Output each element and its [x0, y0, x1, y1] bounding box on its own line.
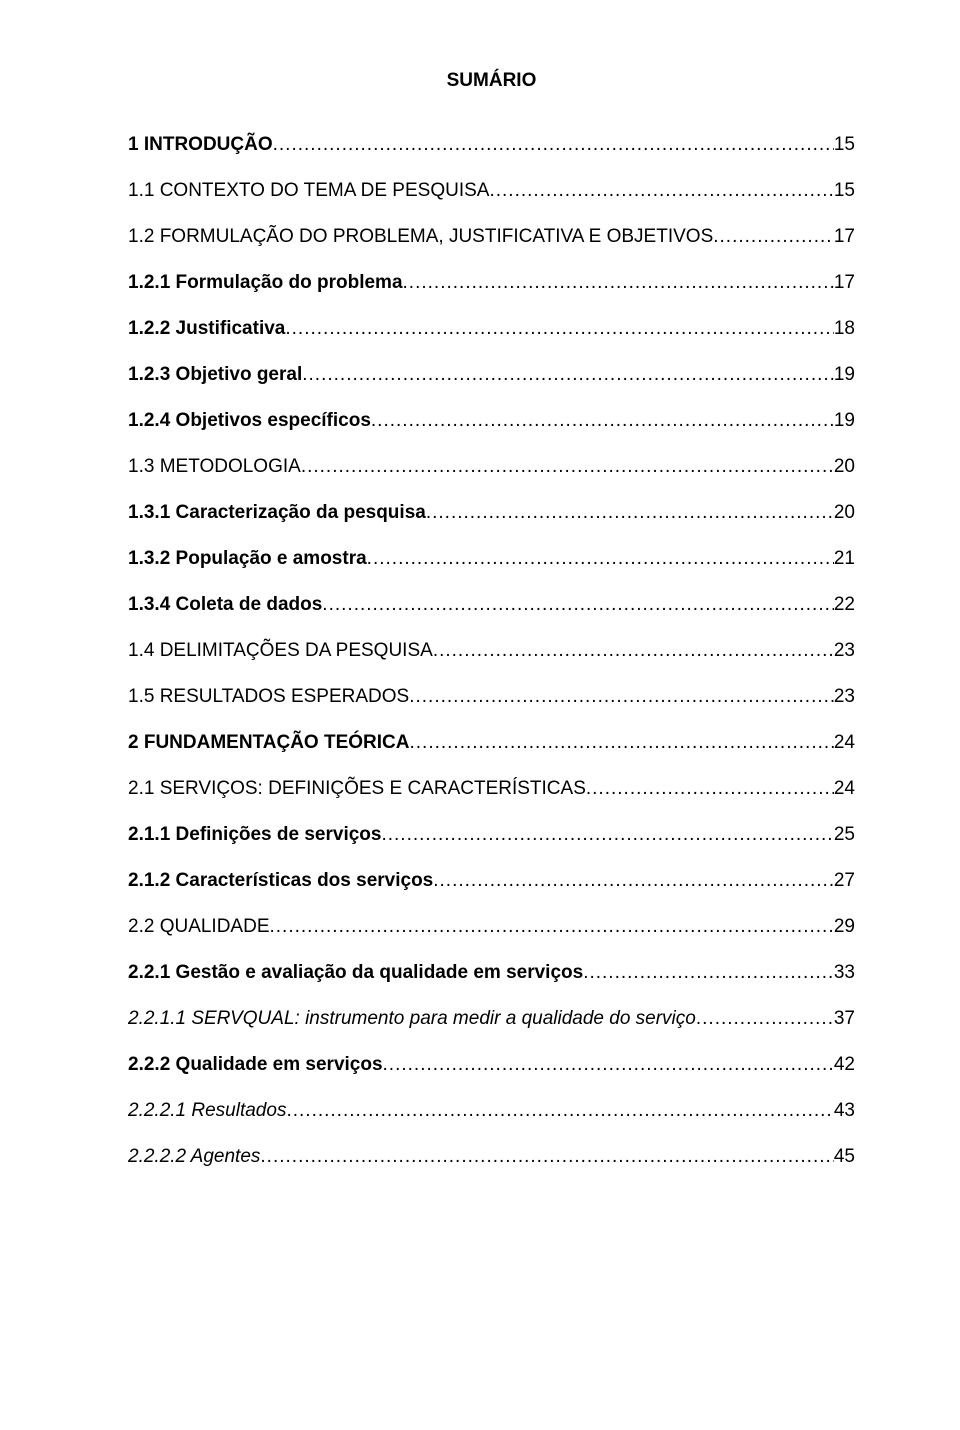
toc-entry-page: 37 — [834, 1008, 855, 1030]
toc-entry-label: 1.2.2 Justificativa — [128, 318, 285, 340]
toc-entry-page: 22 — [834, 594, 855, 616]
toc-entry: 1.2 FORMULAÇÃO DO PROBLEMA, JUSTIFICATIV… — [128, 226, 855, 248]
toc-entry-label: 1.3.4 Coleta de dados — [128, 594, 322, 616]
toc-entry-page: 17 — [834, 272, 855, 294]
toc-leader-dots — [285, 318, 833, 340]
toc-entry-page: 18 — [834, 318, 855, 340]
toc-entry-label: 1.2 FORMULAÇÃO DO PROBLEMA, JUSTIFICATIV… — [128, 226, 713, 248]
toc-entry-page: 19 — [834, 364, 855, 386]
toc-entry-page: 25 — [834, 824, 855, 846]
toc-entry-page: 43 — [834, 1100, 855, 1122]
toc-entry-label: 2.1 SERVIÇOS: DEFINIÇÕES E CARACTERÍSTIC… — [128, 778, 586, 800]
toc-entry: 1.2.4 Objetivos específicos 19 — [128, 410, 855, 432]
toc-entry: 1.2.1 Formulação do problema 17 — [128, 272, 855, 294]
toc-leader-dots — [322, 594, 834, 616]
toc-entry: 1.3 METODOLOGIA 20 — [128, 456, 855, 478]
toc-entry-label: 2.2.2.1 Resultados — [128, 1100, 286, 1122]
toc-entry-label: 2.1.1 Definições de serviços — [128, 824, 381, 846]
toc-leader-dots — [433, 870, 834, 892]
toc-leader-dots — [371, 410, 834, 432]
toc-entry-page: 17 — [834, 226, 855, 248]
toc-leader-dots — [302, 364, 834, 386]
toc-leader-dots — [696, 1008, 834, 1030]
toc-entry-label: 2.2.1.1 SERVQUAL: instrumento para medir… — [128, 1008, 696, 1030]
toc-entry: 1.1 CONTEXTO DO TEMA DE PESQUISA 15 — [128, 180, 855, 202]
toc-entry-label: 1.2.1 Formulação do problema — [128, 272, 403, 294]
toc-entry-page: 29 — [834, 916, 855, 938]
toc-entry-page: 23 — [834, 686, 855, 708]
toc-entry: 2.1 SERVIÇOS: DEFINIÇÕES E CARACTERÍSTIC… — [128, 778, 855, 800]
toc-entry: 2.2.2 Qualidade em serviços 42 — [128, 1054, 855, 1076]
toc-entry-label: 2.2.1 Gestão e avaliação da qualidade em… — [128, 962, 583, 984]
toc-entry-label: 1.2.4 Objetivos específicos — [128, 410, 371, 432]
toc-leader-dots — [489, 180, 833, 202]
toc-entry-label: 2 FUNDAMENTAÇÃO TEÓRICA — [128, 732, 409, 754]
toc-entry: 2.2.2.1 Resultados 43 — [128, 1100, 855, 1122]
toc-entry-label: 2.2.2 Qualidade em serviços — [128, 1054, 383, 1076]
toc-leader-dots — [403, 272, 834, 294]
toc-entry-page: 23 — [834, 640, 855, 662]
toc-leader-dots — [383, 1054, 834, 1076]
toc-entry-label: 2.1.2 Características dos serviços — [128, 870, 433, 892]
toc-leader-dots — [409, 686, 834, 708]
toc-entry: 1.4 DELIMITAÇÕES DA PESQUISA 23 — [128, 640, 855, 662]
toc-entry: 2.2.1 Gestão e avaliação da qualidade em… — [128, 962, 855, 984]
toc-leader-dots — [586, 778, 834, 800]
toc-leader-dots — [583, 962, 834, 984]
toc-entry: 1 INTRODUÇÃO 15 — [128, 134, 855, 156]
toc-entry-page: 15 — [834, 134, 855, 156]
toc-entry: 2.1.2 Características dos serviços 27 — [128, 870, 855, 892]
toc-entry-label: 1.4 DELIMITAÇÕES DA PESQUISA — [128, 640, 433, 662]
toc-leader-dots — [367, 548, 834, 570]
toc-entry: 1.5 RESULTADOS ESPERADOS 23 — [128, 686, 855, 708]
toc-entry-label: 1.1 CONTEXTO DO TEMA DE PESQUISA — [128, 180, 489, 202]
toc-entry-page: 33 — [834, 962, 855, 984]
toc-entry: 2 FUNDAMENTAÇÃO TEÓRICA 24 — [128, 732, 855, 754]
toc-entry-label: 1.3.1 Caracterização da pesquisa — [128, 502, 426, 524]
toc-entry-page: 42 — [834, 1054, 855, 1076]
toc-leader-dots — [426, 502, 834, 524]
toc-entry-label: 2.2 QUALIDADE — [128, 916, 270, 938]
toc-entry-page: 45 — [834, 1146, 855, 1168]
toc-leader-dots — [433, 640, 834, 662]
toc-entry: 1.3.1 Caracterização da pesquisa 20 — [128, 502, 855, 524]
toc-entry-label: 1.2.3 Objetivo geral — [128, 364, 302, 386]
toc-entry-page: 19 — [834, 410, 855, 432]
toc-leader-dots — [713, 226, 834, 248]
toc-entry-label: 1 INTRODUÇÃO — [128, 134, 273, 156]
toc-entry: 2.2.2.2 Agentes 45 — [128, 1146, 855, 1168]
toc-entry-label: 1.3.2 População e amostra — [128, 548, 367, 570]
toc-entry-page: 27 — [834, 870, 855, 892]
toc-leader-dots — [270, 916, 834, 938]
table-of-contents: 1 INTRODUÇÃO151.1 CONTEXTO DO TEMA DE PE… — [128, 134, 855, 1168]
page-title: SUMÁRIO — [128, 70, 855, 92]
toc-leader-dots — [301, 456, 834, 478]
toc-entry: 2.2 QUALIDADE 29 — [128, 916, 855, 938]
toc-entry-page: 20 — [834, 456, 855, 478]
toc-leader-dots — [286, 1100, 833, 1122]
toc-entry-label: 1.3 METODOLOGIA — [128, 456, 301, 478]
toc-entry: 2.2.1.1 SERVQUAL: instrumento para medir… — [128, 1008, 855, 1030]
toc-entry: 1.3.4 Coleta de dados 22 — [128, 594, 855, 616]
toc-leader-dots — [273, 134, 834, 156]
document-page: SUMÁRIO 1 INTRODUÇÃO151.1 CONTEXTO DO TE… — [0, 0, 960, 1430]
toc-entry: 1.2.2 Justificativa 18 — [128, 318, 855, 340]
toc-entry-page: 24 — [834, 732, 855, 754]
toc-leader-dots — [260, 1146, 833, 1168]
toc-entry: 1.2.3 Objetivo geral 19 — [128, 364, 855, 386]
toc-entry: 1.3.2 População e amostra 21 — [128, 548, 855, 570]
toc-entry-page: 15 — [834, 180, 855, 202]
toc-entry-label: 1.5 RESULTADOS ESPERADOS — [128, 686, 409, 708]
toc-leader-dots — [409, 732, 833, 754]
toc-entry-page: 20 — [834, 502, 855, 524]
toc-leader-dots — [381, 824, 833, 846]
toc-entry-label: 2.2.2.2 Agentes — [128, 1146, 260, 1168]
toc-entry-page: 21 — [834, 548, 855, 570]
toc-entry: 2.1.1 Definições de serviços 25 — [128, 824, 855, 846]
toc-entry-page: 24 — [834, 778, 855, 800]
